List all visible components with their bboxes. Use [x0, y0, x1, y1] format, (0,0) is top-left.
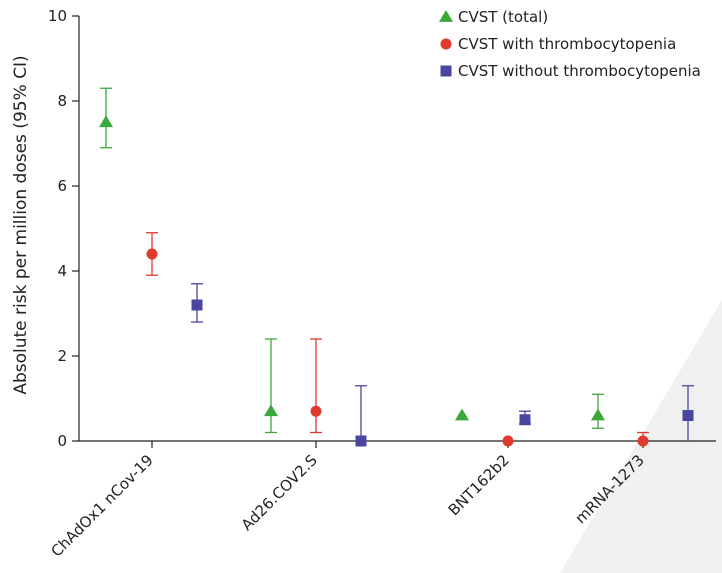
legend-marker-triangle — [439, 10, 453, 22]
error-bar — [355, 385, 367, 441]
x-tick-label: BNT162b2 — [445, 451, 513, 519]
error-bar — [265, 338, 277, 434]
y-tick-label: 6 — [57, 177, 67, 195]
y-tick-label: 8 — [57, 92, 67, 110]
x-tick-label: Ad26.COV2.S — [238, 451, 321, 534]
data-point-square — [519, 414, 531, 426]
y-tick-label: 10 — [48, 7, 67, 25]
data-point-square — [191, 299, 203, 311]
data-point-triangle — [264, 404, 278, 417]
data-point-circle — [310, 405, 322, 417]
data-point-circle — [146, 248, 158, 260]
y-tick-label: 0 — [57, 432, 67, 450]
legend-marker-square — [440, 65, 452, 77]
data-point-circle — [502, 435, 514, 447]
data-point-square — [355, 435, 367, 447]
data-point-triangle — [99, 115, 113, 128]
y-tick-label: 4 — [57, 262, 67, 280]
legend-label: CVST without thrombocytopenia — [458, 62, 701, 80]
error-bar — [310, 338, 322, 434]
data-point-square — [682, 410, 694, 421]
axes: 0 2 4 6 8 10 ChAdOx1 nCov-19 Ad26.COV2.S BNT162b… — [47, 7, 716, 560]
x-tick-label: ChAdOx1 nCov-19 — [47, 451, 156, 560]
error-bars — [100, 87, 694, 441]
data-point-circle — [637, 435, 649, 447]
legend-marker-circle — [440, 38, 452, 50]
data-markers — [99, 115, 694, 447]
legend: CVST (total) CVST with thrombocytopenia CV… — [439, 8, 701, 80]
data-point-triangle — [455, 408, 469, 421]
legend-label: CVST with thrombocytopenia — [458, 35, 676, 53]
data-point-triangle — [591, 408, 605, 421]
legend-label: CVST (total) — [458, 8, 548, 26]
y-tick-label: 2 — [57, 347, 67, 365]
y-axis-label: Absolute risk per million doses (95% CI) — [11, 55, 31, 394]
